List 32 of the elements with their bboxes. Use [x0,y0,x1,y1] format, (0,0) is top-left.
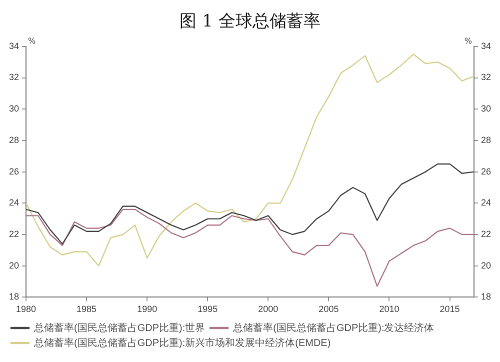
y-tick-label: 20 [8,260,20,270]
y-tick-label: 34 [8,40,20,51]
x-tick-label: 2005 [318,304,339,314]
y2-axis-title: % [464,36,472,46]
y-axis-title: % [28,36,36,46]
chart-title: 图 1 全球总储蓄率 [180,12,320,32]
x-tick-label: 1990 [137,304,158,314]
x-tick-label: 1985 [76,304,97,314]
x-tick-label: 2000 [258,304,278,314]
y2-tick-label: 28 [480,134,492,145]
y-tick-label: 24 [8,198,20,208]
legend-label: 总储蓄率(国民总储蓄占GDP比重):发达经济体 [232,322,434,334]
y2-tick-label: 24 [480,198,492,208]
x-tick-label: 2015 [440,304,460,314]
y-tick-label: 28 [8,134,20,145]
y-tick-label: 22 [8,228,20,239]
legend-label: 总储蓄率(国民总储蓄占GDP比重):新兴市场和发展中经济体(EMDE) [33,336,331,349]
y2-tick-label: 26 [480,166,492,176]
y2-tick-label: 30 [480,104,492,114]
y2-tick-label: 20 [480,260,492,270]
x-tick-label: 1980 [16,304,36,314]
x-tick-label: 2010 [379,304,400,314]
y2-tick-label: 32 [480,72,492,82]
y-tick-label: 30 [8,104,20,114]
x-tick-label: 1995 [198,304,218,314]
y2-tick-label: 18 [480,292,492,302]
y2-tick-label: 34 [480,40,492,51]
y-tick-label: 18 [8,292,20,302]
y-tick-label: 32 [8,72,20,82]
y-tick-label: 26 [8,166,20,176]
legend-label: 总储蓄率(国民总储蓄占GDP比重):世界 [33,322,206,334]
y2-tick-label: 22 [480,228,492,239]
